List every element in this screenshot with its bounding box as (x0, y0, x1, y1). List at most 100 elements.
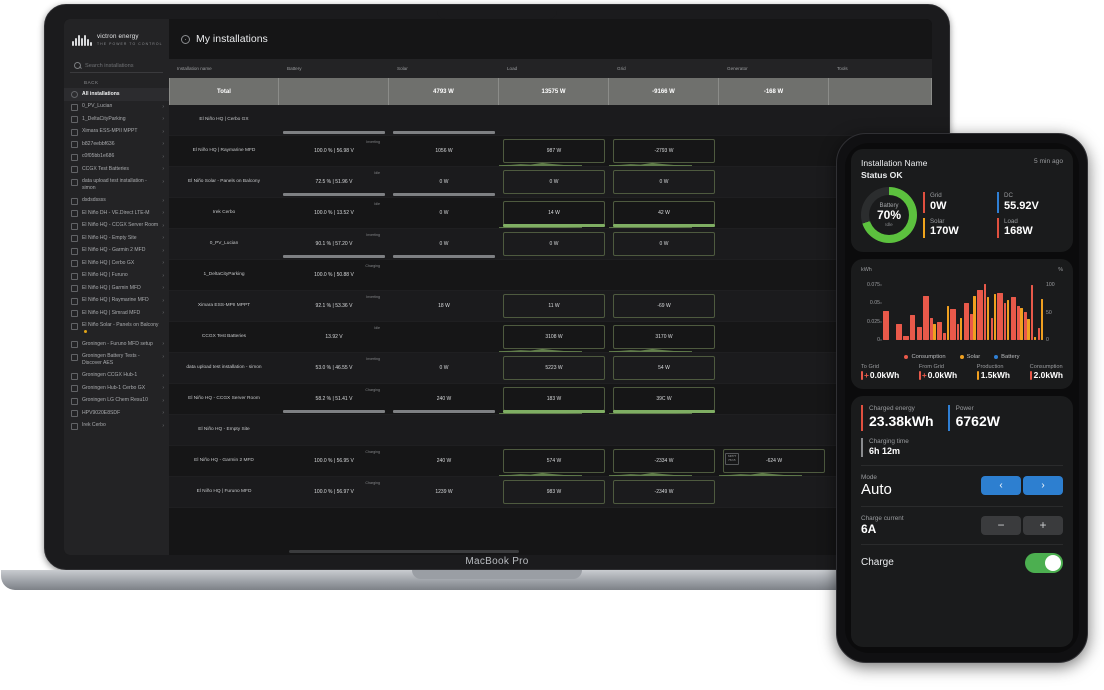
cell-batt: 100.0 % | 13.52 V Idle (314, 202, 380, 216)
sidebar-item-7[interactable]: data upload test installation - simon › (64, 176, 169, 195)
sidebar-item-2[interactable]: 1_DeltaCityParking › (64, 113, 169, 126)
sidebar-item-3[interactable]: Ximara ESS-MPII MPPT › (64, 126, 169, 139)
table-header-4[interactable]: Grid (617, 66, 626, 71)
table-row[interactable]: El Niño HQ | Raymarine MFD 100.0 % | 56.9… (169, 136, 932, 167)
sidebar-item-25[interactable]: Irek Cerbo › (64, 420, 169, 433)
charger-card[interactable]: Charged energy 23.38kWh Power 6762W Char… (851, 396, 1073, 647)
sidebar-item-16[interactable]: El Niño HQ | Raymarine MFD › (64, 295, 169, 308)
sidebar-item-15[interactable]: El Niño HQ | Garmin MFD › (64, 282, 169, 295)
sidebar-item-0[interactable]: All installations (64, 88, 169, 101)
cell-name: data upload test installation - simon (186, 364, 262, 370)
sidebar-item-21[interactable]: Groningen CCGX Hub-1 › (64, 370, 169, 383)
back-label[interactable]: BACK (84, 80, 99, 86)
sidebar-item-11[interactable]: El Niño HQ - Empty Site › (64, 232, 169, 245)
increment-button[interactable]: + (1023, 515, 1063, 535)
device-icon (71, 272, 78, 280)
bar-solar (1040, 298, 1044, 341)
mode-prev-button[interactable]: ‹ (981, 476, 1021, 496)
legend-item-consumption[interactable]: Consumption (904, 354, 946, 360)
energy-chart-card[interactable]: kWh % 0 0.025 0.05 0.075 0 50 100 Consumption… (851, 259, 1073, 390)
installations-table[interactable]: Installation name Battery Solar Load Grid Gen… (169, 59, 932, 508)
table-row[interactable]: El Niño HQ - Empty Site (169, 415, 932, 446)
sidebar-item-9[interactable]: El Niño DH - VE.Direct LTE-M › (64, 207, 169, 220)
sidebar-item-18[interactable]: El Niño Solar - Panels on Balcony (64, 320, 169, 339)
value-box (503, 232, 605, 256)
bar-group (1024, 277, 1030, 341)
table-header-3[interactable]: Load (507, 66, 518, 71)
overview-card[interactable]: Installation Name Status OK 5 min ago Ba… (851, 149, 1073, 253)
table-row[interactable]: CCGX Test Batteries 13.92 V Idle 3108 W 3170… (169, 322, 932, 353)
sidebar-item-13[interactable]: El Niño HQ | Cerbo GX › (64, 257, 169, 270)
charge-toggle[interactable] (1025, 552, 1063, 573)
sidebar-item-6[interactable]: CCGX Test Batteries › (64, 163, 169, 176)
sidebar-item-24[interactable]: HPV9020E8SDF › (64, 407, 169, 420)
bar-consumption (923, 295, 929, 341)
victron-logo[interactable]: victron energy THE POWER TO CONTROL (64, 25, 169, 53)
charge-toggle-row[interactable]: Charge (861, 552, 1063, 573)
table-header-2[interactable]: Solar (397, 66, 408, 71)
sidebar-item-label: Groningen LG Chem Resu10 (82, 397, 148, 403)
table-row[interactable]: Irek Cerbo 100.0 % | 13.52 V Idle 0 W 14 W 42… (169, 198, 932, 229)
bar-consumption (970, 313, 973, 341)
y-tick-label: 0.075 (867, 281, 880, 288)
table-header-6[interactable]: Tools (837, 66, 848, 71)
table-row[interactable]: El Niño HQ - Garmin 2 MFD 100.0 % | 56.95… (169, 446, 932, 477)
table-row[interactable]: El Niño Solar - Panels on Balcony 72.5 % … (169, 167, 932, 198)
legend-item-battery[interactable]: Battery (994, 354, 1020, 360)
mode-stepper[interactable]: ‹ › (981, 476, 1063, 496)
table-row[interactable]: El Niño HQ - CCGX Server Room 58.2 % | 51… (169, 384, 932, 415)
sidebar-item-23[interactable]: Groningen LG Chem Resu10 › (64, 395, 169, 408)
charge-current-row[interactable]: Charge current 6A − + (861, 515, 1063, 536)
sidebar-item-22[interactable]: Groningen Hub-1 Cerbo GX › (64, 382, 169, 395)
chevron-right-icon: › (162, 297, 164, 304)
divider (861, 505, 1063, 507)
sidebar-item-label: HPV9020E8SDF (82, 409, 121, 416)
total-cell-3: 13575 W (499, 78, 609, 105)
cell-solar: 240 W (389, 384, 499, 414)
laptop-base: MacBook Pro (1, 556, 993, 590)
bar-consumption (930, 317, 933, 341)
sidebar-item-20[interactable]: Groningen Battery Tests - Discover AES › (64, 351, 169, 370)
device-icon (71, 385, 78, 392)
cell-batt: 100.0 % | 56.97 V Charging (314, 481, 380, 495)
sidebar-item-label: Groningen CCGX Hub-1 (82, 372, 138, 378)
sidebar-item-19[interactable]: Groningen - Furuno MFD setup › (64, 338, 169, 351)
decrement-button[interactable]: − (981, 515, 1021, 535)
sidebar-item-17[interactable]: El Niño HQ | Simrad MFD › (64, 307, 169, 320)
table-row[interactable]: data upload test installation - simon 53.… (169, 353, 932, 384)
sidebar-nav[interactable]: BACK All installations 0_PV_Lucian › 1_Delt… (64, 78, 169, 432)
progress-bar (613, 409, 715, 413)
total-value: 1.5kWh (976, 370, 1010, 380)
sidebar-item-12[interactable]: El Niño HQ - Garmin 2 MFD › (64, 245, 169, 258)
grid-icon (71, 353, 78, 361)
table-header-0[interactable]: Installation name (177, 66, 212, 71)
sidebar-item-10[interactable]: El Niño HQ - CCGX Server Room › (64, 220, 169, 233)
bar-consumption (1037, 328, 1040, 341)
sidebar-item-4[interactable]: b827eebbf636 › (64, 138, 169, 151)
total-prefix: + (864, 370, 869, 381)
sidebar-item-5[interactable]: c0f05bb1e686 › (64, 151, 169, 164)
bar-consumption (1030, 285, 1034, 341)
sidebar-item-8[interactable]: dsdsdssss › (64, 195, 169, 208)
table-header-5[interactable]: Generator (727, 66, 748, 71)
table-row[interactable]: 1_DeltaCityParking 100.0 % | 50.88 V Charg… (169, 260, 932, 291)
horizontal-scrollbar[interactable] (289, 550, 519, 553)
table-header-1[interactable]: Battery (287, 66, 302, 71)
legend-item-solar[interactable]: Solar (959, 354, 981, 361)
table-row[interactable]: Ximara ESS-MPII MPPT 92.1 % | 53.36 V Inve… (169, 291, 932, 322)
y2-axis-unit: % (1058, 267, 1063, 274)
sidebar[interactable]: victron energy THE POWER TO CONTROL Sear… (64, 19, 169, 555)
cell-name: El Niño HQ | Raymarine MFD (192, 147, 256, 153)
charge-current-stepper[interactable]: − + (981, 515, 1063, 535)
mode-next-button[interactable]: › (1023, 476, 1063, 496)
sidebar-item-14[interactable]: El Niño HQ | Furuno › (64, 270, 169, 283)
table-row[interactable]: El Niño HQ | Furuno MFD 100.0 % | 56.97 V… (169, 477, 932, 508)
table-row[interactable]: El Niño HQ | Cerbo GX (169, 105, 932, 136)
device-icon (71, 178, 78, 186)
sidebar-item-label: El Niño HQ - Garmin 2 MFD (82, 247, 146, 253)
sidebar-item-1[interactable]: 0_PV_Lucian › (64, 101, 169, 114)
mode-row[interactable]: Mode Auto ‹ › (861, 474, 1063, 498)
legend-label: Solar (966, 354, 981, 361)
search-input[interactable]: Search installations (70, 59, 163, 74)
